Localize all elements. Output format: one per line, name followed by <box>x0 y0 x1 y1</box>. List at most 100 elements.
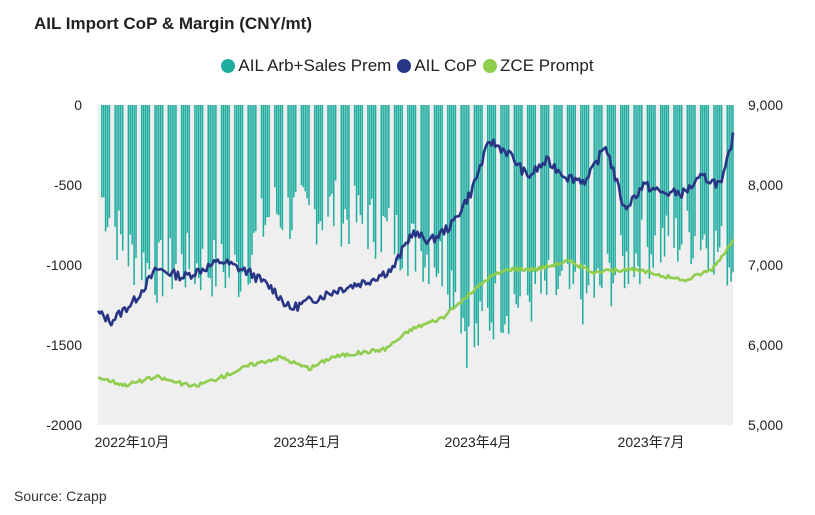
bar-arb-215 <box>673 105 675 249</box>
bar-arb-177 <box>570 105 573 260</box>
bar-arb-186 <box>595 105 597 273</box>
bar-arb-218 <box>679 105 681 250</box>
bar-arb-28 <box>173 105 175 274</box>
line-ail-cop <box>96 132 735 327</box>
y-right-tick-label: 6,000 <box>748 337 783 353</box>
bar-arb-224 <box>694 105 696 237</box>
bar-arb-175 <box>566 105 569 264</box>
bar-arb-78 <box>306 105 308 199</box>
bar-arb-67 <box>277 105 280 216</box>
bar-arb-6 <box>116 105 118 260</box>
bar-arb-235 <box>726 105 729 286</box>
bar-arb-154 <box>507 105 510 334</box>
bar-arb-181 <box>582 105 584 325</box>
bar-arb-219 <box>680 105 683 245</box>
bar-arb-140 <box>473 105 476 348</box>
bar-arb-45 <box>220 105 223 244</box>
bar-arb-121 <box>422 105 424 282</box>
bar-arb-110 <box>393 105 396 255</box>
bar-arb-77 <box>304 105 306 192</box>
y-right-tick-label: 8,000 <box>748 177 783 193</box>
bar-arb-174 <box>561 105 563 271</box>
chart-title: AIL Import CoP & Margin (CNY/mt) <box>34 14 312 33</box>
bar-arb-103 <box>372 105 375 242</box>
bar-arb-35 <box>194 105 196 285</box>
bar-arb-176 <box>568 105 571 290</box>
bar-arb-150 <box>500 105 502 333</box>
bar-arb-231 <box>715 105 717 231</box>
bar-arb-129 <box>441 105 443 287</box>
bar-arb-31 <box>182 105 185 280</box>
x-tick-label: 2023年7月 <box>618 434 685 450</box>
bar-arb-130 <box>447 105 449 295</box>
bar-arb-100 <box>367 105 369 250</box>
bar-arb-74 <box>294 105 297 192</box>
bar-arb-178 <box>572 105 575 285</box>
bar-arb-134 <box>454 105 457 293</box>
bar-arb-98 <box>359 105 362 216</box>
bar-arb-157 <box>517 105 519 308</box>
bar-arb-32 <box>184 105 187 288</box>
bar-arb-203 <box>639 105 641 285</box>
bar-arb-122 <box>424 105 426 268</box>
bar-arb-83 <box>319 105 322 222</box>
bar-arb-52 <box>237 105 240 298</box>
bar-arb-111 <box>395 105 398 216</box>
bar-arb-183 <box>585 105 588 294</box>
bar-arb-213 <box>665 105 668 216</box>
lines-group <box>96 132 735 388</box>
bar-arb-11 <box>129 105 132 235</box>
bar-arb-87 <box>331 105 333 194</box>
axis-ticks-group: 0 -500 -1000 -1500 -2000 9,000 8,000 7,000 6,000… <box>46 97 783 450</box>
bar-arb-128 <box>439 105 441 242</box>
bar-arb-214 <box>667 105 670 236</box>
legend-label-zce: ZCE Prompt <box>500 56 594 75</box>
bar-arb-210 <box>659 105 662 263</box>
bar-arb-55 <box>247 105 249 285</box>
bar-arb-189 <box>601 105 603 288</box>
bar-arb-238 <box>732 105 734 273</box>
x-tick-label: 2022年10月 <box>95 434 170 450</box>
bar-arb-107 <box>384 105 386 218</box>
y-left-tick-label: -1500 <box>46 337 82 353</box>
bar-arb-23 <box>159 105 162 240</box>
bar-arb-124 <box>428 105 430 285</box>
bar-arb-94 <box>348 105 350 245</box>
bar-arb-170 <box>553 105 556 265</box>
bar-arb-36 <box>196 105 198 264</box>
bar-arb-227 <box>703 105 706 235</box>
bar-arb-199 <box>627 105 630 285</box>
bar-arb-54 <box>241 105 244 273</box>
bar-arb-48 <box>226 105 229 264</box>
bar-arb-24 <box>161 105 164 297</box>
bar-arb-135 <box>460 105 462 334</box>
bar-arb-230 <box>713 105 715 275</box>
bar-arb-16 <box>142 105 145 253</box>
bar-arb-7 <box>118 105 120 211</box>
bar-arb-142 <box>477 105 479 346</box>
bar-arb-84 <box>321 105 324 231</box>
bar-arb-63 <box>266 105 268 218</box>
bar-arb-40 <box>207 105 210 278</box>
bar-arb-79 <box>308 105 310 206</box>
bar-arb-141 <box>475 105 478 324</box>
bar-arb-113 <box>399 105 402 271</box>
bar-arb-212 <box>663 105 666 257</box>
bar-arb-198 <box>625 105 628 252</box>
bar-arb-148 <box>492 105 495 340</box>
bar-arb-223 <box>692 105 694 259</box>
chart-legend: AIL Arb+Sales Prem AIL CoP ZCE Prompt <box>0 56 815 76</box>
bar-arb-193 <box>612 105 614 284</box>
bar-arb-229 <box>707 105 710 271</box>
bar-arb-89 <box>334 105 337 181</box>
bar-arb-108 <box>386 105 388 222</box>
bar-arb-26 <box>169 105 172 239</box>
legend-item-arb[interactable]: AIL Arb+Sales Prem <box>221 56 391 76</box>
bar-arb-158 <box>519 105 521 297</box>
bar-arb-152 <box>504 105 506 325</box>
bar-arb-20 <box>154 105 156 295</box>
legend-item-cop[interactable]: AIL CoP <box>397 56 477 76</box>
legend-item-zce[interactable]: ZCE Prompt <box>483 56 594 76</box>
bar-arb-101 <box>369 105 371 205</box>
bar-arb-27 <box>171 105 173 290</box>
